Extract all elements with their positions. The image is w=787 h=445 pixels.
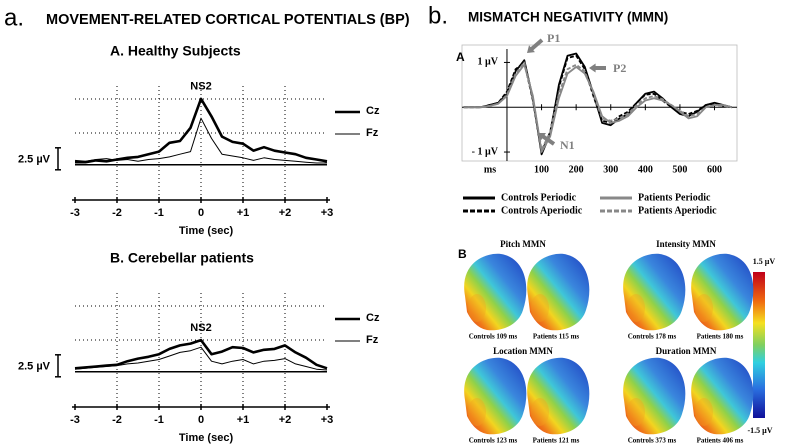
- head-face: [531, 294, 549, 322]
- head-map: [464, 253, 527, 331]
- x-tick-label: 300: [603, 164, 618, 175]
- trace: [74, 346, 328, 371]
- head-face: [627, 294, 645, 322]
- trace: [75, 97, 328, 164]
- head-map: [527, 357, 590, 435]
- annotation: P2: [613, 61, 626, 75]
- x-tick-label: -1: [154, 207, 164, 219]
- y-tick-label: 1 µV: [477, 57, 498, 68]
- map-caption: Controls 178 ms: [628, 333, 677, 341]
- x-tick-label: -2: [112, 207, 122, 219]
- x-axis-label: ms: [484, 164, 496, 175]
- annotation-arrowhead: [589, 63, 596, 73]
- colorbar-label: 1.5 µV: [753, 257, 776, 266]
- subpanel-label: B: [458, 247, 467, 261]
- x-tick-label: 200: [569, 164, 584, 175]
- legend-label: Fz: [366, 127, 379, 139]
- map-caption: Controls 109 ms: [469, 333, 518, 341]
- map-group-title: Pitch MMN: [500, 239, 546, 249]
- head-face: [468, 398, 486, 426]
- annotation-arrow: [529, 38, 544, 52]
- head-map: [691, 253, 754, 331]
- colorbar-label: -1.5 µV: [747, 426, 772, 435]
- chart-title: B. Cerebellar patients: [110, 250, 254, 266]
- head-face: [627, 398, 645, 426]
- map-group-title: Intensity MMN: [656, 239, 716, 249]
- y-tick-label: - 1 µV: [472, 146, 499, 157]
- panel-label: b.: [428, 2, 448, 29]
- x-tick-label: -1: [154, 414, 164, 426]
- legend-label: Patients Aperiodic: [638, 205, 717, 216]
- trace: [74, 117, 327, 164]
- annotation-arrowhead: [527, 45, 535, 53]
- legend-label: Cz: [366, 105, 380, 117]
- map-caption: Patients 115 ms: [533, 333, 580, 341]
- annotation-arrow: [540, 134, 556, 146]
- map-caption: Patients 121 ms: [533, 437, 580, 445]
- head-face: [695, 398, 713, 426]
- x-axis-label: Time (sec): [179, 225, 234, 237]
- x-tick-label: +3: [321, 207, 334, 219]
- x-tick-label: +2: [279, 207, 292, 219]
- x-tick-label: +3: [321, 414, 334, 426]
- panel-title: MOVEMENT-RELATED CORTICAL POTENTIALS (BP…: [46, 12, 410, 28]
- map-group-title: Location MMN: [493, 346, 553, 356]
- plot-frame: [461, 44, 738, 162]
- panel-label: a.: [4, 4, 24, 31]
- head-map: [691, 357, 754, 435]
- x-tick-label: -2: [112, 414, 122, 426]
- trace: [463, 61, 732, 151]
- annotation: NS2: [190, 81, 211, 93]
- head-map: [464, 357, 527, 435]
- x-tick-label: 100: [534, 164, 549, 175]
- head-face: [695, 294, 713, 322]
- x-tick-label: 400: [638, 164, 653, 175]
- scale-bar-label: 2.5 µV: [18, 154, 51, 166]
- head-map: [623, 253, 686, 331]
- colorbar: [753, 272, 765, 418]
- map-group-title: Duration MMN: [656, 346, 717, 356]
- scale-bar-label: 2.5 µV: [18, 361, 51, 373]
- x-axis-label: Time (sec): [179, 432, 234, 444]
- legend-label: Cz: [366, 312, 380, 324]
- x-tick-label: -3: [70, 207, 80, 219]
- map-caption: Controls 373 ms: [628, 437, 677, 445]
- head-map: [527, 253, 590, 331]
- x-tick-label: +1: [237, 414, 250, 426]
- trace: [74, 338, 328, 370]
- head-map: [623, 357, 686, 435]
- head-face: [531, 398, 549, 426]
- annotation: NS2: [190, 322, 211, 334]
- chart-title: A: [456, 50, 465, 64]
- x-tick-label: +2: [279, 414, 292, 426]
- head-face: [468, 294, 486, 322]
- x-tick-label: -3: [70, 414, 80, 426]
- map-caption: Controls 123 ms: [469, 437, 518, 445]
- legend-label: Controls Aperiodic: [501, 205, 583, 216]
- legend-label: Fz: [366, 334, 379, 346]
- x-tick-label: 500: [672, 164, 687, 175]
- x-tick-label: +1: [237, 207, 250, 219]
- x-tick-label: 600: [707, 164, 722, 175]
- x-tick-label: 0: [198, 207, 204, 219]
- chart-title: A. Healthy Subjects: [110, 43, 241, 59]
- x-tick-label: 0: [198, 414, 204, 426]
- legend-label: Patients Periodic: [638, 192, 711, 203]
- annotation: P1: [547, 31, 560, 45]
- map-caption: Patients 180 ms: [697, 333, 744, 341]
- annotation: N1: [560, 138, 575, 152]
- map-caption: Patients 406 ms: [697, 437, 744, 445]
- legend-label: Controls Periodic: [501, 192, 577, 203]
- panel-title: MISMATCH NEGATIVITY (MMN): [468, 10, 668, 25]
- annotation-arrowhead: [538, 133, 546, 141]
